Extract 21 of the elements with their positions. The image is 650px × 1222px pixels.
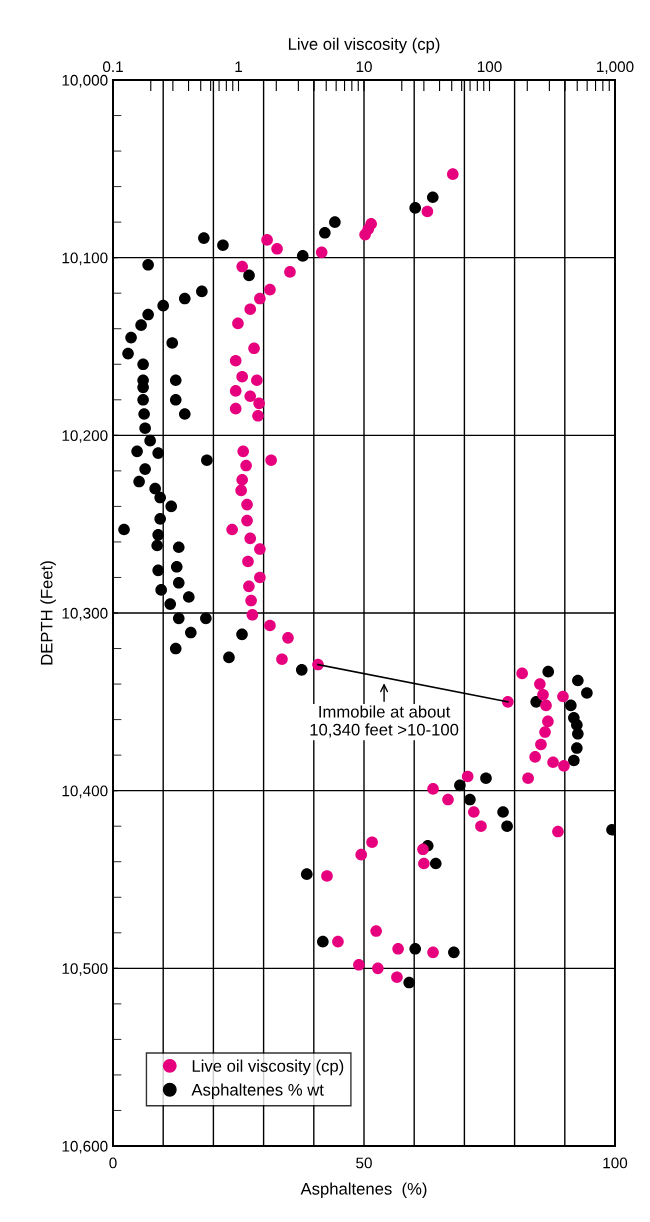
x2-tick-label: 1,000: [597, 61, 634, 74]
legend-label: Asphaltenes % wt: [191, 1083, 324, 1100]
y-tick-label: 10,100: [62, 252, 108, 266]
y-tick-label: 10,500: [62, 963, 108, 976]
y-tick-label: 10,000: [62, 74, 108, 88]
x2-tick-label: 10: [356, 61, 372, 73]
x-axis-title: Asphaltenes (%): [300, 1182, 427, 1198]
x2-tick-label: 1: [235, 61, 242, 72]
x2-tick-label: 0.1: [102, 61, 123, 73]
x-tick-label: 100: [603, 1157, 628, 1169]
x2-tick-label: 100: [477, 61, 502, 73]
annotation: Immobile at about 10,340 feet >10-100: [310, 705, 459, 738]
x-tick-label: 0: [109, 1157, 117, 1169]
y-tick-label: 10,200: [62, 430, 108, 443]
x2-axis-title: Live oil viscosity (cp): [288, 37, 440, 54]
x-tick-label: 50: [356, 1157, 372, 1169]
y-axis-title: DEPTH (Feet): [40, 561, 56, 665]
legend-label: Live oil viscosity (cp): [192, 1059, 344, 1076]
y-tick-label: 10,600: [62, 1140, 108, 1154]
y-tick-label: 10,300: [62, 607, 108, 621]
y-tick-label: 10,400: [62, 785, 108, 799]
